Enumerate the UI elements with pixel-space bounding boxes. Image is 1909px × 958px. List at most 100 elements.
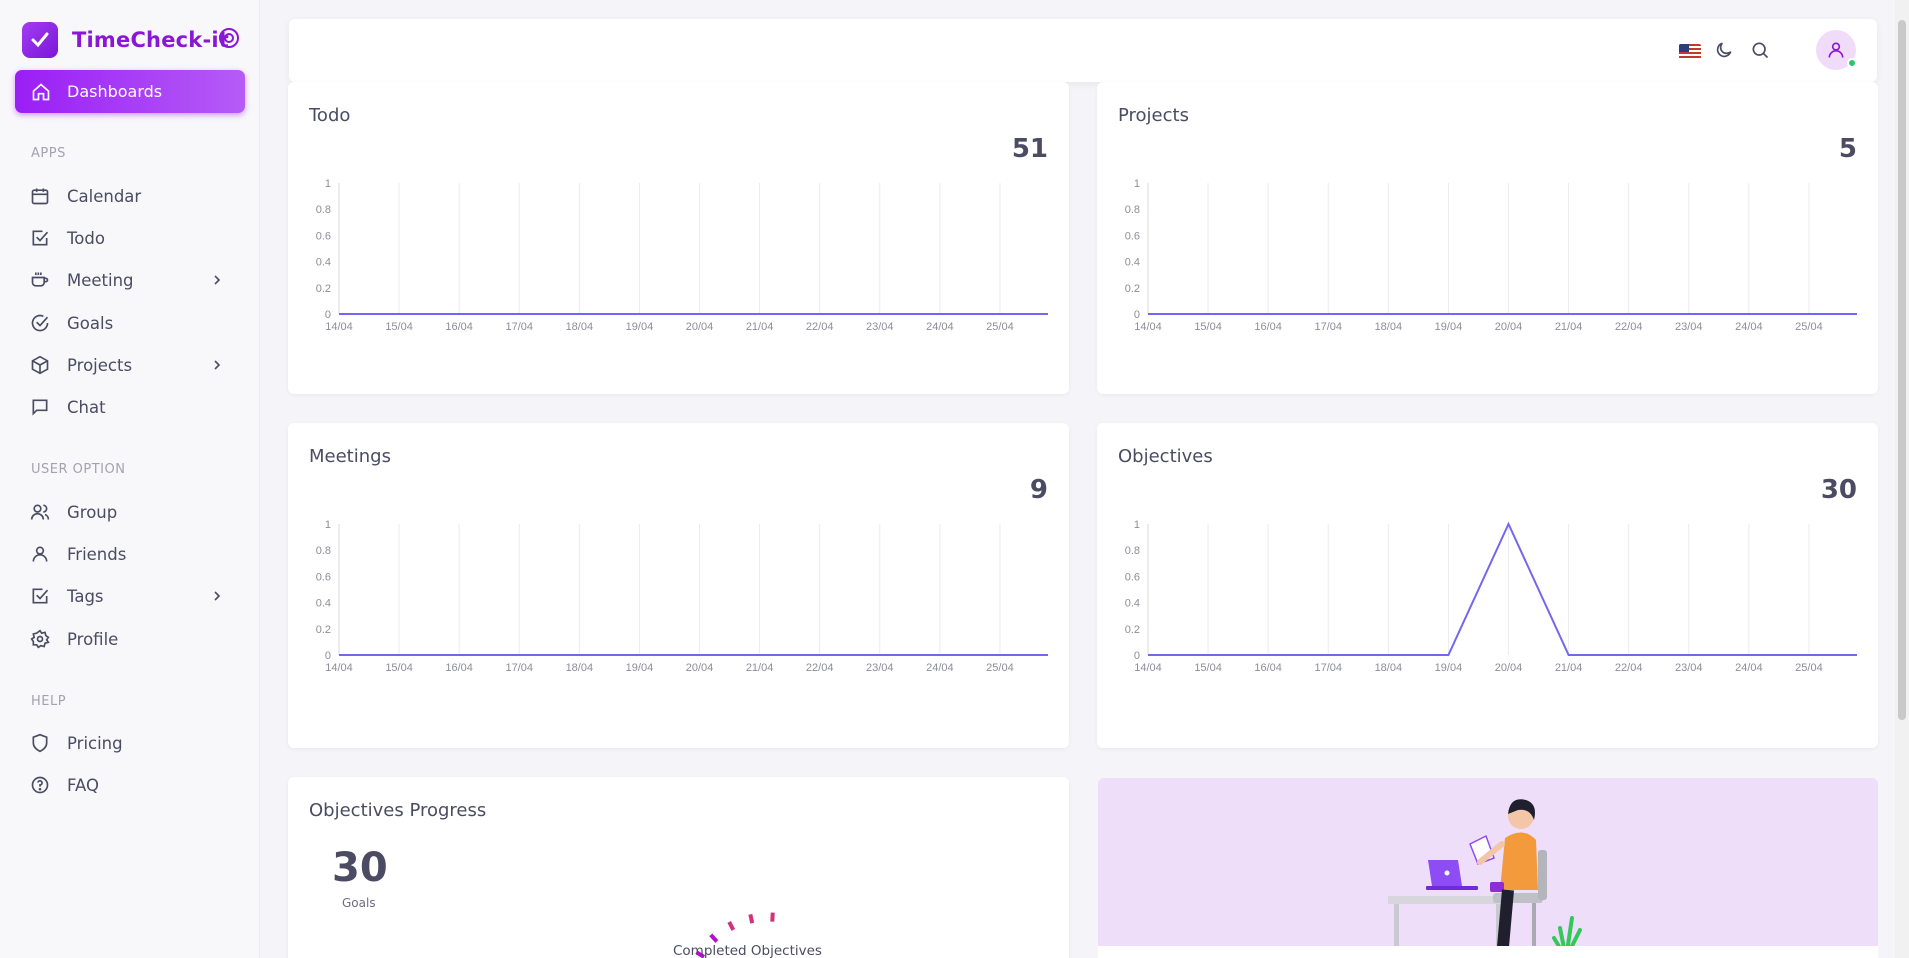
gear-icon (30, 629, 50, 649)
card-title: Projects (1118, 105, 1189, 126)
card-count: 9 (1029, 475, 1048, 505)
y-tick-label: 0.8 (316, 545, 331, 557)
x-tick-label: 21/04 (746, 321, 774, 333)
x-tick-label: 23/04 (1675, 321, 1703, 333)
x-tick-label: 17/04 (505, 321, 533, 333)
us-flag-icon[interactable] (1679, 44, 1701, 59)
y-tick-label: 0.6 (1125, 230, 1140, 242)
x-tick-label: 15/04 (1194, 321, 1222, 333)
x-tick-label: 23/04 (1675, 662, 1703, 674)
x-tick-label: 25/04 (986, 662, 1014, 674)
checkbox-icon (32, 588, 49, 604)
y-tick-label: 0 (1134, 309, 1140, 321)
x-tick-label: 20/04 (686, 321, 714, 333)
y-tick-label: 0.4 (1125, 257, 1140, 269)
objectives-progress-card: Objectives Progress 30 Goals Completed O… (288, 777, 1069, 958)
y-tick-label: 0.6 (316, 571, 331, 583)
y-tick-label: 0 (325, 309, 331, 321)
x-tick-label: 17/04 (1314, 662, 1342, 674)
section-help: HELP (31, 694, 67, 709)
sidebar-item-group[interactable]: Group (30, 497, 240, 527)
y-tick-label: 1 (1134, 178, 1140, 190)
todo-card: Todo 51 1 0.8 0.6 0.4 0.2 0 14/04 15/04 16/04 17/… (288, 82, 1069, 394)
sidebar-item-projects[interactable]: Projects (30, 350, 240, 380)
x-tick-label: 20/04 (686, 662, 714, 674)
moon-icon[interactable] (1714, 40, 1734, 60)
x-tick-label: 24/04 (926, 321, 954, 333)
x-tick-label: 25/04 (1795, 662, 1823, 674)
sidebar-item-dashboards[interactable]: Dashboards (15, 70, 245, 113)
x-tick-label: 23/04 (866, 321, 894, 333)
gauge-segment (727, 921, 736, 931)
x-tick-label: 19/04 (626, 321, 654, 333)
sidebar-item-calendar[interactable]: Calendar (30, 181, 240, 211)
x-tick-label: 14/04 (325, 321, 353, 333)
x-tick-label: 25/04 (986, 321, 1014, 333)
x-tick-label: 18/04 (566, 321, 594, 333)
top-navbar (289, 19, 1877, 82)
sidebar-item-label: Pricing (67, 733, 123, 753)
sidebar-item-chat[interactable]: Chat (30, 392, 240, 422)
user-avatar-icon (1828, 42, 1844, 58)
x-tick-label: 17/04 (1314, 321, 1342, 333)
scrollbar-thumb[interactable] (1898, 20, 1906, 720)
x-tick-label: 21/04 (1555, 321, 1583, 333)
objectives-gauge (695, 912, 775, 958)
card-title: Todo (309, 105, 351, 126)
meetings-chart: 1 0.8 0.6 0.4 0.2 014/04 15/04 16/04 17/04 18/04 1… (316, 519, 1048, 674)
y-tick-label: 0.2 (316, 283, 331, 295)
x-tick-label: 24/04 (1735, 662, 1763, 674)
sidebar-item-pricing[interactable]: Pricing (30, 728, 240, 758)
status-dot (1847, 58, 1857, 68)
y-tick-label: 0.2 (1125, 283, 1140, 295)
y-tick-label: 0.8 (1125, 204, 1140, 216)
y-tick-label: 1 (1134, 519, 1140, 531)
coffee-icon (31, 272, 49, 287)
search-icon[interactable] (1750, 40, 1770, 60)
sidebar-item-profile[interactable]: Profile (30, 624, 240, 654)
x-tick-label: 16/04 (1254, 662, 1282, 674)
y-tick-label: 0.2 (316, 624, 331, 636)
brand[interactable]: TimeCheck-it (0, 0, 259, 80)
y-tick-label: 0.6 (316, 230, 331, 242)
x-tick-label: 22/04 (806, 662, 834, 674)
x-tick-label: 22/04 (806, 321, 834, 333)
x-tick-label: 14/04 (1134, 321, 1162, 333)
sidebar-item-label: Profile (67, 629, 119, 649)
y-tick-label: 1 (325, 519, 331, 531)
sidebar-item-label: Chat (67, 397, 106, 417)
x-tick-label: 15/04 (385, 662, 413, 674)
sidebar-item-goals[interactable]: Goals (30, 308, 240, 338)
sidebar-item-label: Projects (67, 355, 133, 375)
sidebar-item-faq[interactable]: FAQ (30, 770, 240, 800)
sidebar-item-label: Friends (67, 544, 127, 564)
y-tick-label: 1 (325, 178, 331, 190)
x-tick-label: 19/04 (1435, 662, 1463, 674)
sidebar-item-meeting[interactable]: Meeting (30, 265, 240, 295)
sidebar-item-tags[interactable]: Tags (30, 581, 240, 611)
box-icon (31, 355, 49, 375)
x-tick-label: 19/04 (626, 662, 654, 674)
x-tick-label: 24/04 (1735, 321, 1763, 333)
illustration-card-footer (1098, 946, 1878, 958)
progress-value: 30 (332, 845, 388, 891)
x-tick-label: 21/04 (746, 662, 774, 674)
chevron-right-icon (214, 591, 221, 601)
x-tick-label: 21/04 (1555, 662, 1583, 674)
sidebar-item-label: Tags (67, 586, 104, 606)
x-tick-label: 15/04 (1194, 662, 1222, 674)
gauge-label: Completed Objectives (673, 943, 822, 958)
sidebar-item-todo[interactable]: Todo (30, 223, 240, 253)
x-tick-label: 19/04 (1435, 321, 1463, 333)
page-scrollbar[interactable] (1895, 0, 1909, 958)
chevron-right-icon (214, 360, 221, 370)
sidebar-item-label: Dashboards (67, 82, 163, 101)
check-circle-icon (31, 314, 49, 332)
avatar[interactable] (1816, 30, 1857, 70)
sidebar-item-friends[interactable]: Friends (30, 539, 240, 569)
card-title: Objectives (1118, 446, 1213, 467)
x-tick-label: 20/04 (1495, 321, 1523, 333)
y-tick-label: 0.8 (1125, 545, 1140, 557)
sidebar-toggle-icon[interactable] (219, 28, 239, 48)
y-tick-label: 0.4 (316, 257, 331, 269)
